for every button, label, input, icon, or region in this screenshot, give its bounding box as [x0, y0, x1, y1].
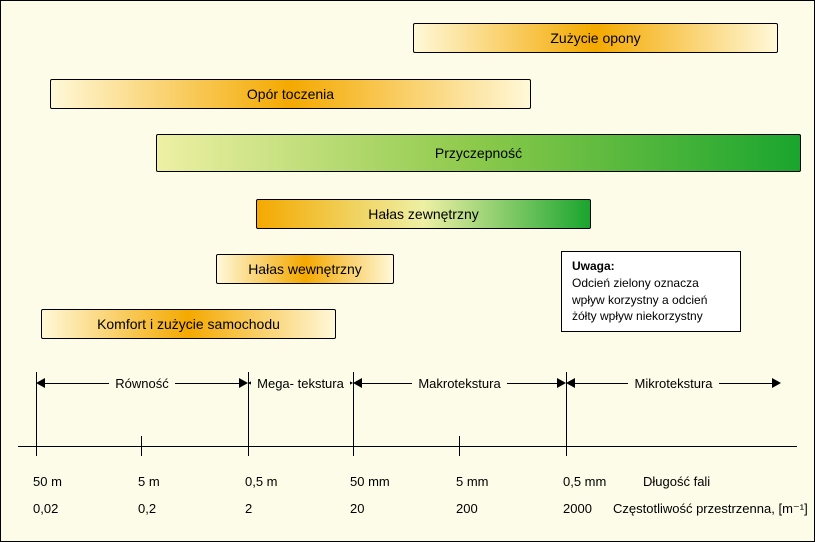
- range-megatekstura-label: Mega- tekstura: [251, 376, 350, 391]
- legend-note: Uwaga:Odcień zielony oznacza wpływ korzy…: [561, 251, 741, 332]
- bar-zuzycie-opony: Zużycie opony: [413, 23, 778, 53]
- frequency-label: 0,02: [33, 501, 58, 516]
- frequency-label: 200: [456, 501, 478, 516]
- axis-tick: [459, 436, 460, 456]
- wavelength-label: 5 m: [138, 474, 160, 489]
- frequency-row-title: Częstotliwość przestrzenna, [m⁻¹]: [613, 501, 808, 517]
- bar-przyczepnosc: Przyczepność: [156, 134, 801, 172]
- bar-komfort-label: Komfort i zużycie samochodu: [97, 316, 280, 332]
- texture-diagram: Zużycie opony Opór toczenia Przyczepność Ha…: [0, 0, 815, 542]
- legend-note-text: Odcień zielony oznacza wpływ korzystny a…: [572, 275, 730, 325]
- frequency-label: 2000: [563, 501, 592, 516]
- range-mikrotekstura: Mikrotekstura: [566, 371, 781, 395]
- wavelength-row-title: Długość fali: [643, 474, 710, 489]
- bar-halas-zew-label: Hałas zewnętrzny: [368, 206, 479, 222]
- range-mikrotekstura-label: Mikrotekstura: [628, 376, 718, 391]
- bar-halas-wew: Hałas wewnętrzny: [216, 254, 394, 284]
- wavelength-label: 5 mm: [456, 474, 489, 489]
- range-megatekstura: Mega- tekstura: [248, 371, 353, 395]
- wavelength-label: 0,5 mm: [563, 474, 606, 489]
- range-makrotekstura-label: Makrotekstura: [412, 376, 506, 391]
- axis-connector: [566, 372, 567, 446]
- wavelength-label: 0,5 m: [245, 474, 278, 489]
- bar-halas-wew-label: Hałas wewnętrzny: [248, 261, 362, 277]
- wavelength-label: 50 m: [33, 474, 62, 489]
- x-axis: 50 m0,025 m0,20,5 m250 mm205 mm2000,5 mm…: [1, 446, 814, 447]
- axis-connector: [353, 372, 354, 446]
- bar-opor-toczenia-label: Opór toczenia: [247, 86, 334, 102]
- range-rownosc-label: Równość: [109, 376, 174, 391]
- frequency-label: 20: [350, 501, 364, 516]
- bar-opor-toczenia: Opór toczenia: [50, 79, 531, 109]
- axis-tick: [141, 436, 142, 456]
- bar-przyczepnosc-label: Przyczepność: [435, 145, 522, 161]
- frequency-label: 2: [245, 501, 252, 516]
- axis-connector: [36, 372, 37, 446]
- bar-zuzycie-opony-label: Zużycie opony: [550, 30, 640, 46]
- range-rownosc: Równość: [36, 371, 248, 395]
- range-row: Równość Mega- tekstura Makrotekstura Mikrot…: [1, 371, 814, 395]
- bar-halas-zew: Hałas zewnętrzny: [256, 199, 591, 229]
- bar-komfort: Komfort i zużycie samochodu: [41, 309, 336, 339]
- legend-note-title: Uwaga:: [572, 258, 730, 275]
- frequency-label: 0,2: [138, 501, 156, 516]
- range-makrotekstura: Makrotekstura: [353, 371, 566, 395]
- axis-connector: [248, 372, 249, 446]
- wavelength-label: 50 mm: [350, 474, 390, 489]
